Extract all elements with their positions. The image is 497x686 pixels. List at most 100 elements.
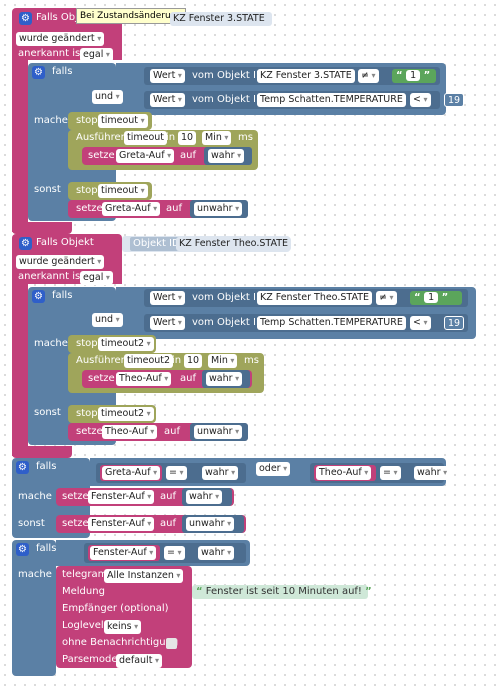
timer-dropdown[interactable]: timeout xyxy=(98,114,148,128)
event-footer xyxy=(12,446,72,458)
bool-dropdown[interactable]: wahr xyxy=(198,546,235,560)
and-dropdown[interactable]: und xyxy=(92,313,123,327)
object-id-field[interactable]: KZ Fenster 3.STATE xyxy=(170,12,272,26)
operator-dropdown[interactable]: ≠ xyxy=(358,69,379,83)
operator-dropdown[interactable]: < xyxy=(410,93,431,107)
to-label: auf xyxy=(160,518,176,529)
parsemode-label: Parsemode xyxy=(62,654,118,665)
gear-icon[interactable]: ⚙ xyxy=(16,543,29,556)
bool-dropdown[interactable]: wahr xyxy=(202,466,239,480)
stop-label: stop xyxy=(76,408,98,419)
bool-dropdown[interactable]: unwahr xyxy=(186,517,235,531)
set-label: setze xyxy=(62,518,89,529)
in-label: in xyxy=(172,355,182,366)
stop-label: stop xyxy=(76,115,98,126)
from-object-label: vom Objekt ID xyxy=(192,317,264,328)
recipient-label: Empfänger (optional) xyxy=(62,603,169,614)
message-value[interactable]: Fenster ist seit 10 Minuten auf! xyxy=(205,586,362,597)
timer-dropdown[interactable]: timeout2 xyxy=(98,337,154,351)
text-block[interactable]: “ 1 ” xyxy=(392,69,436,83)
operator-dropdown[interactable]: = xyxy=(166,466,187,480)
instance-dropdown[interactable]: Alle Instanzen xyxy=(104,569,184,583)
and-dropdown[interactable]: und xyxy=(92,90,123,104)
object-field[interactable]: KZ Fenster 3.STATE xyxy=(257,69,355,83)
parsemode-dropdown[interactable]: default xyxy=(116,654,162,668)
object-id-field[interactable]: KZ Fenster Theo.STATE xyxy=(176,237,292,251)
ms-label: ms xyxy=(244,355,259,366)
timer-dropdown[interactable]: timeout2 xyxy=(98,407,154,421)
value-dropdown[interactable]: Wert xyxy=(150,69,185,83)
gear-icon[interactable]: ⚙ xyxy=(32,290,45,303)
loglevel-dropdown[interactable]: keins xyxy=(104,620,142,634)
to-label: auf xyxy=(164,426,180,437)
unit-dropdown[interactable]: Min xyxy=(202,131,232,145)
number-value[interactable]: 19 xyxy=(444,316,465,330)
object-field[interactable]: Temp Schatten.TEMPERATURE xyxy=(257,93,406,107)
variable-dropdown[interactable]: Theo-Auf xyxy=(116,372,172,386)
bool-dropdown[interactable]: wahr xyxy=(206,372,243,386)
number-value[interactable]: 19 xyxy=(444,93,465,107)
if-label: falls xyxy=(52,66,73,77)
variable-dropdown[interactable]: Greta-Auf xyxy=(102,466,161,480)
operator-dropdown[interactable]: < xyxy=(410,316,431,330)
ack-dropdown[interactable]: egal xyxy=(80,271,113,285)
if-label: falls xyxy=(52,290,73,301)
trigger-label: Falls Objekt xyxy=(36,237,94,248)
or-dropdown[interactable]: oder xyxy=(256,462,291,476)
if-label: falls xyxy=(36,543,57,554)
gear-icon[interactable]: ⚙ xyxy=(16,461,29,474)
bool-dropdown[interactable]: unwahr xyxy=(194,425,243,439)
gear-icon[interactable]: ⚙ xyxy=(19,237,32,250)
variable-dropdown[interactable]: Theo-Auf xyxy=(102,425,158,439)
ack-dropdown[interactable]: egal xyxy=(80,48,113,62)
ack-label: anerkannt ist xyxy=(18,48,85,59)
timer-name[interactable]: timeout2 xyxy=(124,354,174,368)
delay-field[interactable]: 10 xyxy=(184,354,203,368)
text-block[interactable]: “ 1 ” xyxy=(410,291,462,305)
telegram-block[interactable] xyxy=(56,566,192,668)
text-value[interactable]: 1 xyxy=(424,292,439,303)
trigger-mode-dropdown[interactable]: wurde geändert xyxy=(16,255,105,269)
variable-dropdown[interactable]: Fenster-Auf xyxy=(88,517,155,531)
message-text-block[interactable]: “ Fenster ist seit 10 Minuten auf! ” xyxy=(192,585,372,599)
in-label: in xyxy=(166,132,176,143)
timer-dropdown[interactable]: timeout xyxy=(98,184,148,198)
event-spine xyxy=(12,284,28,456)
value-dropdown[interactable]: Wert xyxy=(150,93,185,107)
trigger-label: Falls Obj xyxy=(36,12,78,23)
if-block[interactable] xyxy=(12,540,56,676)
variable-dropdown[interactable]: Theo-Auf xyxy=(316,466,372,480)
text-value[interactable]: 1 xyxy=(406,70,421,81)
ms-label: ms xyxy=(238,132,253,143)
variable-dropdown[interactable]: Fenster-Auf xyxy=(88,490,155,504)
do-label: mache xyxy=(18,491,52,502)
variable-dropdown[interactable]: Fenster-Auf xyxy=(90,546,157,560)
trigger-mode-dropdown[interactable]: wurde geändert xyxy=(16,32,105,46)
unit-dropdown[interactable]: Min xyxy=(208,354,238,368)
value-dropdown[interactable]: Wert xyxy=(150,316,185,330)
ack-label: anerkannt ist xyxy=(18,271,85,282)
event-spine xyxy=(12,60,28,232)
variable-dropdown[interactable]: Greta-Auf xyxy=(102,202,161,216)
delay-field[interactable]: 10 xyxy=(178,131,197,145)
operator-dropdown[interactable]: = xyxy=(380,466,401,480)
bool-dropdown[interactable]: wahr xyxy=(208,149,245,163)
bool-dropdown[interactable]: wahr xyxy=(186,490,223,504)
variable-dropdown[interactable]: Greta-Auf xyxy=(116,149,175,163)
gear-icon[interactable]: ⚙ xyxy=(32,66,45,79)
silent-checkbox[interactable] xyxy=(166,638,177,649)
object-field[interactable]: KZ Fenster Theo.STATE xyxy=(257,291,373,305)
value-dropdown[interactable]: Wert xyxy=(150,291,185,305)
operator-dropdown[interactable]: = xyxy=(164,546,185,560)
from-object-label: vom Objekt ID xyxy=(192,292,264,303)
silent-label: ohne Benachrichtigung xyxy=(62,637,179,648)
object-field[interactable]: Temp Schatten.TEMPERATURE xyxy=(257,316,406,330)
timer-name[interactable]: timeout xyxy=(124,131,168,145)
do-label: mache xyxy=(34,338,68,349)
operator-dropdown[interactable]: ≠ xyxy=(376,291,397,305)
bool-dropdown[interactable]: wahr xyxy=(414,466,451,480)
set-label: setze xyxy=(76,426,103,437)
bool-dropdown[interactable]: unwahr xyxy=(194,202,243,216)
do-label: mache xyxy=(34,115,68,126)
gear-icon[interactable]: ⚙ xyxy=(19,12,32,25)
